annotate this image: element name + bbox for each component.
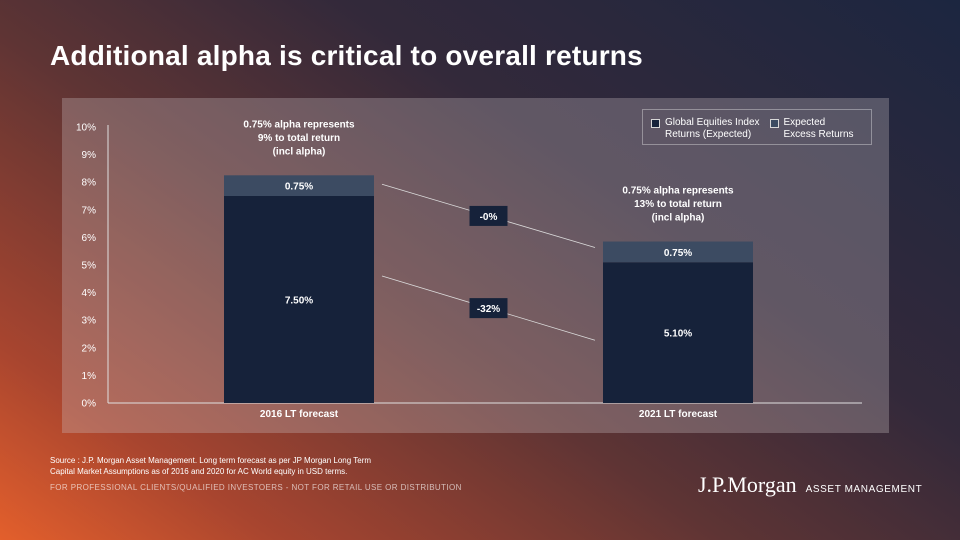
legend-item-index-returns: Global Equities Index Returns (Expected) xyxy=(651,117,760,141)
y-tick-label: 2% xyxy=(82,343,97,354)
bar-value-label: 7.50% xyxy=(285,296,313,307)
y-tick-label: 10% xyxy=(76,123,96,134)
bar-annotation: (incl alpha) xyxy=(273,146,326,157)
y-tick-label: 3% xyxy=(82,316,97,327)
y-tick-label: 5% xyxy=(82,261,97,272)
bar-annotation: 0.75% alpha represents xyxy=(622,186,734,197)
bar-annotation: (incl alpha) xyxy=(652,213,705,224)
logo-wordmark: J.P.Morgan xyxy=(698,472,797,497)
legend-item-excess-returns: Expected Excess Returns xyxy=(769,117,854,141)
legend-label-excess-returns: Expected Excess Returns xyxy=(783,117,854,140)
y-tick-label: 9% xyxy=(82,150,97,161)
disclaimer-text: FOR PROFESSIONAL CLIENTS/QUALIFIED INVES… xyxy=(50,483,462,492)
bar-value-label: 0.75% xyxy=(285,182,313,193)
bar-excess-returns xyxy=(224,175,374,196)
change-badge xyxy=(469,298,508,319)
legend-label-index-returns: Global Equities Index Returns (Expected) xyxy=(665,117,760,140)
change-badge xyxy=(469,205,508,226)
y-tick-label: 0% xyxy=(82,399,97,410)
bar-index-returns xyxy=(603,262,753,403)
source-note-line: Source : J.P. Morgan Asset Management. L… xyxy=(50,456,372,465)
bar-excess-returns xyxy=(603,241,753,263)
logo-subtext: ASSET MANAGEMENT xyxy=(805,484,923,495)
bar-annotation: 9% to total return xyxy=(258,133,340,144)
bar-annotation: 0.75% alpha represents xyxy=(243,119,355,130)
change-badge-label: -32% xyxy=(477,304,500,315)
source-note: Source : J.P. Morgan Asset Management. L… xyxy=(50,455,430,477)
bar-chart: 0% 1% 2% 3% 4% 5% 6% 7% 8% 9% 10% 7.50% 0.75% 2016 LT… xyxy=(76,119,862,420)
y-tick-label: 1% xyxy=(82,371,97,382)
chart-legend: Global Equities Index Returns (Expected)… xyxy=(642,109,872,145)
bar-index-returns xyxy=(224,196,374,403)
change-badge-label: -0% xyxy=(480,212,498,223)
bar-value-label: 5.10% xyxy=(664,329,692,340)
chart-panel: 0% 1% 2% 3% 4% 5% 6% 7% 8% 9% 10% 7.50% 0.75% 2016 LT… xyxy=(62,98,889,433)
jpmorgan-logo: J.P.Morgan ASSET MANAGEMENT xyxy=(698,472,922,498)
bar-value-label: 0.75% xyxy=(664,248,692,259)
y-tick-label: 7% xyxy=(82,205,97,216)
legend-swatch-index-returns xyxy=(651,119,660,128)
source-note-line: Capital Market Assumptions as of 2016 an… xyxy=(50,467,348,476)
y-tick-label: 8% xyxy=(82,178,97,189)
page-title: Additional alpha is critical to overall … xyxy=(50,40,643,71)
x-tick-label: 2016 LT forecast xyxy=(260,409,339,420)
y-tick-label: 6% xyxy=(82,233,97,244)
bar-annotation: 13% to total return xyxy=(634,199,722,210)
x-tick-label: 2021 LT forecast xyxy=(639,409,718,420)
legend-swatch-excess-returns xyxy=(769,119,779,128)
y-tick-label: 4% xyxy=(82,288,97,299)
